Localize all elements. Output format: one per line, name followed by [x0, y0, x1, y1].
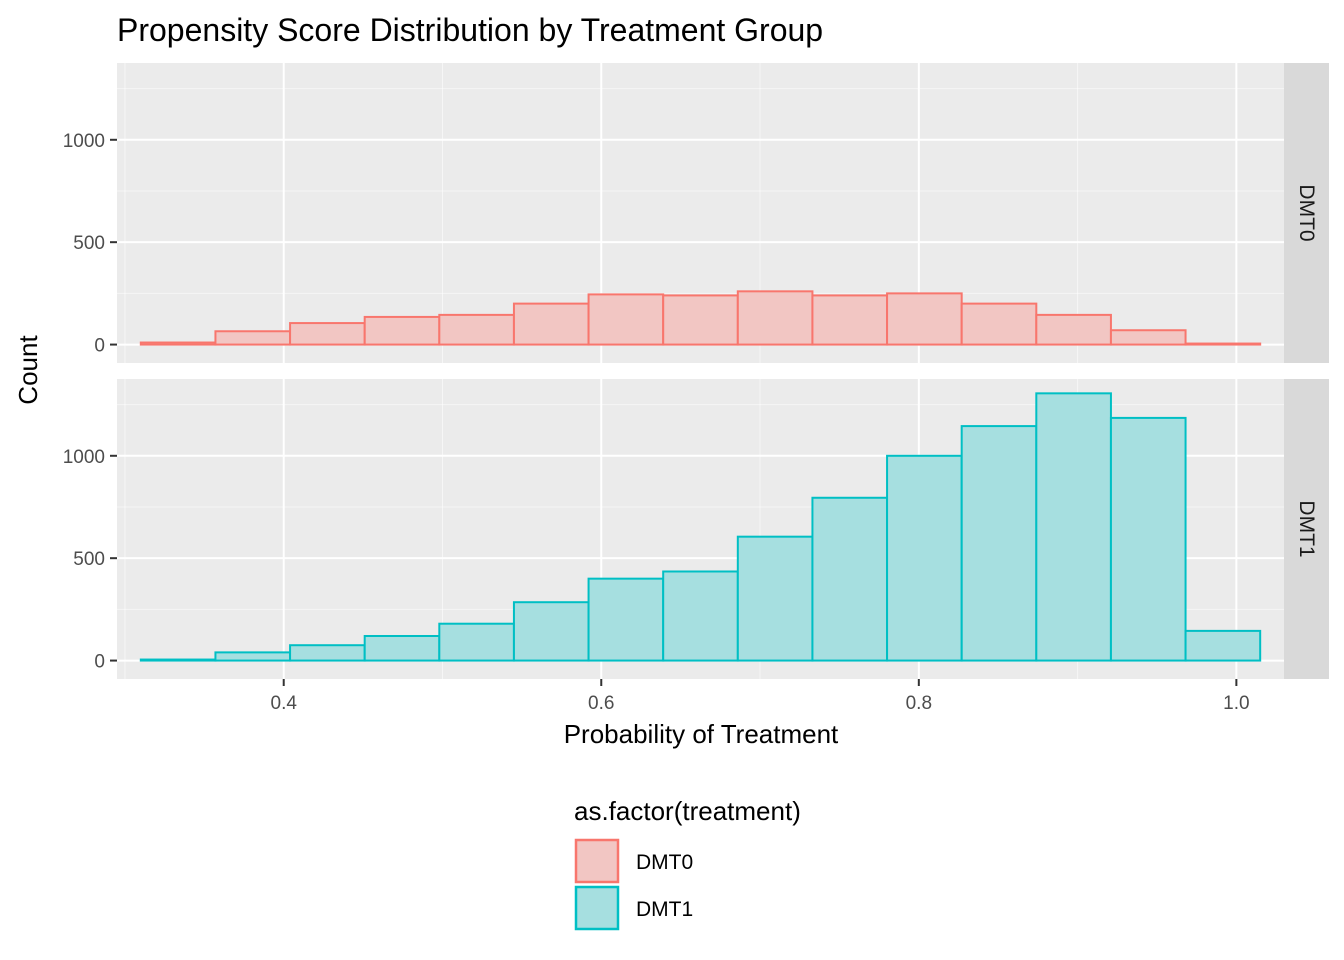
histogram-bar	[1109, 416, 1187, 662]
histogram-bar	[1035, 313, 1112, 346]
legend-key-DMT1	[574, 885, 620, 931]
facet-strip	[1284, 63, 1329, 363]
legend-key-DMT0	[574, 838, 620, 884]
histogram-bar	[289, 322, 366, 346]
panel-DMT1: 0 500 1000 DMT1	[63, 379, 1329, 679]
histogram-bar	[512, 601, 590, 662]
histogram-bar	[363, 634, 441, 662]
histogram-bar	[139, 341, 217, 346]
y-tick-label: 500	[73, 549, 105, 570]
y-tick-label: 0	[94, 652, 105, 673]
y-axis-title: Count	[13, 335, 43, 405]
facet-strip-label: DMT0	[1295, 184, 1318, 241]
facet-strip	[1284, 379, 1329, 679]
histogram-bar	[886, 454, 963, 662]
histogram-bar	[736, 290, 814, 346]
legend-label-DMT0: DMT0	[636, 851, 693, 874]
histogram-bar	[139, 658, 217, 662]
histogram-bar	[587, 293, 665, 346]
chart-title: Propensity Score Distribution by Treatme…	[117, 12, 823, 48]
histogram-bar	[363, 315, 441, 346]
histogram-bar	[960, 425, 1038, 662]
legend: as.factor(treatment) DMT0 DMT1	[574, 796, 801, 931]
panel-DMT0: 0 500 1000 DMT0	[63, 63, 1329, 363]
y-tick-label: 1000	[63, 131, 105, 152]
histogram-bar	[811, 294, 889, 346]
histogram-bar	[289, 644, 366, 662]
histogram-bar	[587, 577, 665, 662]
x-axis: 0.4 0.6 0.8 1.0	[271, 679, 1250, 714]
histogram-bar	[214, 651, 292, 662]
histogram-bar	[662, 570, 739, 662]
y-tick-label: 1000	[63, 447, 105, 468]
x-tick-label: 0.6	[588, 693, 614, 714]
histogram-bar	[438, 622, 515, 662]
facet-panels: 0 500 1000 DMT0 0 500 1000 DMT1	[63, 63, 1329, 679]
histogram-bar	[886, 292, 963, 346]
histogram-bar	[214, 330, 292, 346]
histogram-bar	[736, 535, 814, 662]
histogram-bar	[1109, 329, 1187, 346]
histogram-bar	[811, 496, 889, 662]
histogram-bar	[1184, 629, 1262, 662]
y-tick-label: 500	[73, 233, 105, 254]
histogram-bar	[960, 302, 1038, 346]
y-tick-label: 0	[94, 336, 105, 357]
legend-title: as.factor(treatment)	[574, 796, 801, 826]
histogram-bar	[662, 294, 739, 346]
histogram-bar	[438, 313, 515, 346]
x-tick-label: 0.8	[906, 693, 932, 714]
x-tick-label: 1.0	[1223, 693, 1249, 714]
legend-label-DMT1: DMT1	[636, 898, 693, 921]
facet-strip-label: DMT1	[1295, 500, 1318, 557]
histogram-bar	[1184, 342, 1262, 346]
histogram-bar	[1035, 392, 1112, 662]
x-tick-label: 0.4	[271, 693, 298, 714]
histogram-bar	[512, 302, 590, 346]
x-axis-title: Probability of Treatment	[564, 719, 839, 749]
